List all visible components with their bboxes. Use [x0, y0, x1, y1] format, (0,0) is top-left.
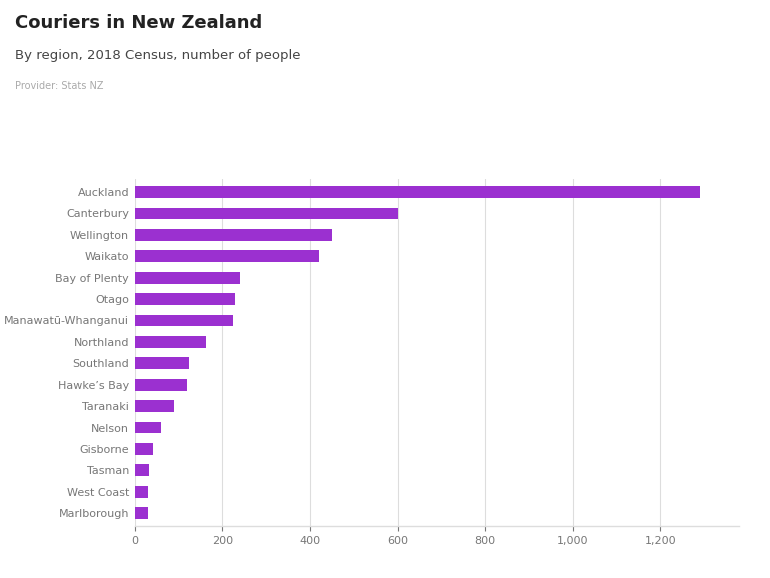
Text: Couriers in New Zealand: Couriers in New Zealand	[15, 14, 263, 32]
Bar	[135, 336, 206, 348]
Bar	[135, 379, 187, 391]
Bar	[135, 250, 319, 262]
Bar	[135, 443, 153, 455]
Bar	[135, 486, 148, 498]
Text: By region, 2018 Census, number of people: By region, 2018 Census, number of people	[15, 49, 301, 62]
Bar	[135, 314, 233, 327]
Bar	[135, 272, 240, 284]
Text: figure.nz: figure.nz	[652, 20, 722, 35]
Bar	[135, 208, 397, 219]
Bar	[135, 507, 148, 519]
Text: Provider: Stats NZ: Provider: Stats NZ	[15, 81, 104, 91]
Bar	[135, 421, 161, 434]
Bar	[135, 357, 189, 369]
Bar	[135, 465, 149, 476]
Bar	[135, 229, 332, 240]
Bar	[135, 293, 235, 305]
Bar	[135, 400, 174, 412]
Bar	[135, 186, 700, 198]
